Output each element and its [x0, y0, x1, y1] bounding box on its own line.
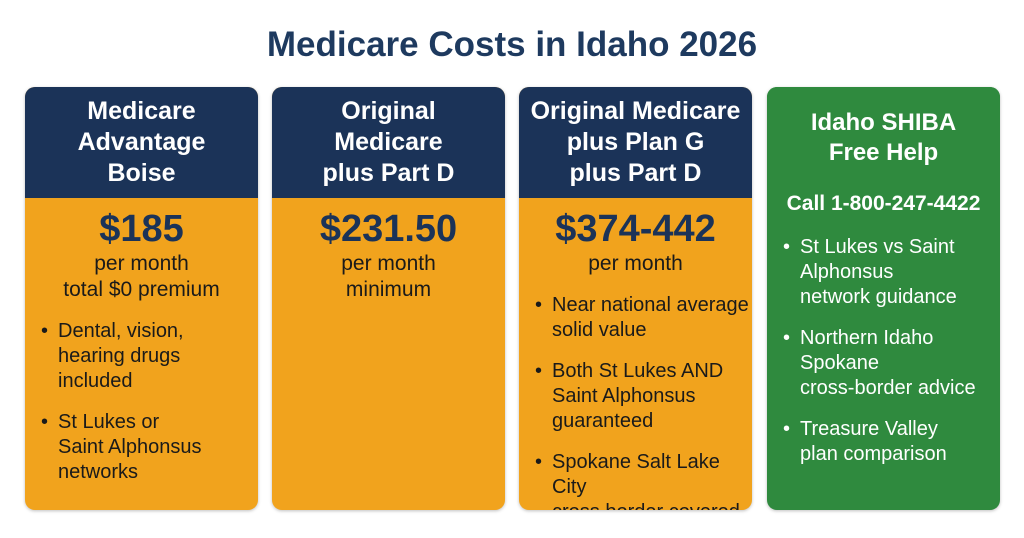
- bullet-line: Treasure Valley: [800, 418, 938, 440]
- bullet-line: Dental, vision,: [58, 320, 184, 342]
- bullet-line: solid value: [552, 319, 647, 341]
- bullet-item: • St Lukes vs Saint Alphonsus network guida…: [767, 235, 1000, 310]
- bullet-line: hearing drugs: [58, 345, 181, 367]
- price: $374-442: [555, 208, 716, 250]
- bullet-list: • Dental, vision, hearing drugs included • St…: [25, 319, 258, 485]
- bullet-line: network guidance: [800, 286, 957, 308]
- bullet-line: plan comparison: [800, 443, 947, 465]
- bullet-line: networks: [58, 461, 139, 483]
- bullet-line: Saint Alphonsus: [552, 385, 696, 407]
- header-line: plus Part D: [322, 159, 455, 187]
- bullet-dot: •: [535, 360, 543, 382]
- bullet-list: • St Lukes vs Saint Alphonsus network guida…: [767, 235, 1000, 467]
- bullet-item: • Near national average solid value: [519, 293, 752, 343]
- header-line: Idaho SHIBA: [810, 109, 957, 136]
- phone-line: Call 1-800-247-4422: [786, 192, 981, 215]
- bullet-line: Near national average: [552, 294, 749, 316]
- bullet-list: • Near national average solid value • Both S…: [519, 293, 752, 510]
- price: $185: [99, 208, 184, 250]
- bullet-line: Northern Idaho: [800, 327, 934, 349]
- bullet-line: Spokane: [800, 352, 879, 374]
- title: Medicare Costs in Idaho 2026: [266, 25, 758, 64]
- detail-line: per month: [94, 252, 189, 275]
- bullet-dot: •: [535, 294, 543, 316]
- header-line: Advantage: [77, 128, 206, 156]
- bullet-line: Alphonsus: [800, 261, 894, 283]
- card: Medicare Advantage Boise $185 per month total…: [25, 87, 258, 510]
- bullet-dot: •: [783, 327, 791, 349]
- bullet-line: Both St Lukes AND: [552, 360, 724, 382]
- bullet-line: cross border covered: [552, 500, 752, 510]
- card-header: Medicare Advantage Boise: [25, 87, 258, 198]
- header-line: Boise: [107, 159, 176, 187]
- header-line: plus Plan G: [566, 128, 705, 156]
- bullet-dot: •: [41, 411, 49, 433]
- card: Idaho SHIBA Free Help Call 1-800-247-4422 •…: [767, 87, 1000, 510]
- bullet-dot: •: [535, 451, 543, 473]
- header-line: Medicare: [334, 128, 443, 156]
- bullet-item: • Both St Lukes AND Saint Alphonsus guarant…: [519, 359, 752, 434]
- header-line: Original: [341, 97, 436, 125]
- bullet-item: • Treasure Valley plan comparison: [767, 417, 1000, 467]
- detail-line: per month: [341, 252, 436, 275]
- bullet-item: • Dental, vision, hearing drugs included: [25, 319, 258, 394]
- card-header: Idaho SHIBA Free Help: [767, 87, 1000, 177]
- header-line: Medicare: [87, 97, 196, 125]
- detail-line: minimum: [345, 278, 432, 301]
- detail-line: total $0 premium: [63, 278, 220, 301]
- bullet-line: Spokane Salt Lake City: [552, 451, 720, 498]
- bullet-item: • Spokane Salt Lake City cross border cove…: [519, 450, 752, 510]
- bullet-dot: •: [783, 418, 791, 440]
- price: $231.50: [319, 208, 458, 250]
- card-header: Original Medicare plus Plan G plus Part D: [519, 87, 752, 198]
- card-header: Original Medicare plus Part D: [272, 87, 505, 198]
- bullet-item: • Northern Idaho Spokane cross-border advic…: [767, 326, 1000, 401]
- card: Original Medicare plus Plan G plus Part D $…: [519, 87, 752, 510]
- bullet-item: • St Lukes or Saint Alphonsus networks: [25, 410, 258, 485]
- header-line: plus Part D: [569, 159, 702, 187]
- detail-line: per month: [588, 252, 683, 275]
- card: Original Medicare plus Part D $231.50 per mo…: [272, 87, 505, 510]
- bullet-line: St Lukes or: [58, 411, 160, 433]
- bullet-line: St Lukes vs Saint: [800, 236, 955, 258]
- bullet-line: cross-border advice: [800, 377, 976, 399]
- bullet-dot: •: [41, 320, 49, 342]
- bullet-dot: •: [783, 236, 791, 258]
- bullet-line: guaranteed: [552, 410, 654, 432]
- bullet-line: Saint Alphonsus: [58, 436, 202, 458]
- bullet-line: included: [58, 370, 133, 392]
- header-line: Original Medicare: [530, 97, 741, 125]
- header-line: Free Help: [828, 139, 939, 166]
